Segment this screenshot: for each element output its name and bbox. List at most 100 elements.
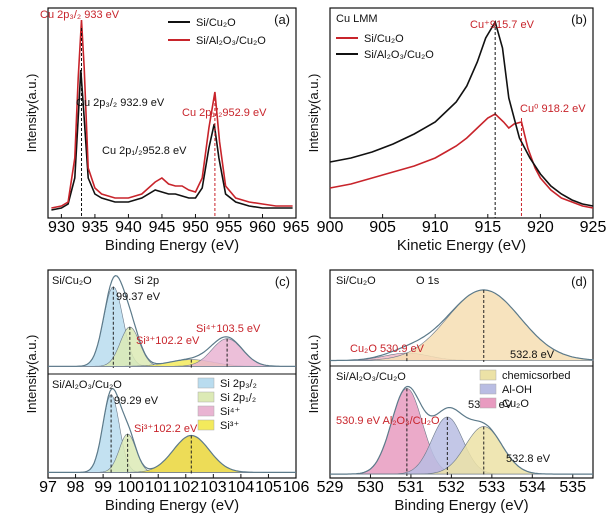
sample-label: Si/Al₂O₃/Cu₂O xyxy=(336,371,406,383)
legend-swatch xyxy=(479,397,497,409)
x-tick-label: 531 xyxy=(398,479,425,496)
x-tick-label: 945 xyxy=(149,219,176,236)
x-tick-label: 900 xyxy=(317,219,344,236)
legend-entry: Si/Al₂O₃/Cu₂O xyxy=(196,35,266,47)
legend-entry: Al-OH xyxy=(502,384,532,396)
legend-swatch xyxy=(479,369,497,381)
legend-swatch xyxy=(197,391,215,403)
panel-label: (c) xyxy=(275,274,290,289)
x-tick-label: 97 xyxy=(39,479,57,496)
x-tick-label: 940 xyxy=(115,219,142,236)
x-axis-label: Binding Energy (eV) xyxy=(105,497,239,514)
envelope-line xyxy=(330,385,593,475)
annotation: 532.8 eV xyxy=(510,349,555,361)
legend-entry: Cu₂O xyxy=(502,398,529,410)
legend-entry: Si/Cu₂O xyxy=(196,17,236,29)
plot-frame xyxy=(329,269,594,479)
annotation: 99.37 eV xyxy=(116,291,161,303)
panel-label: (b) xyxy=(571,12,587,27)
legend-entry: Si/Al₂O₃/Cu₂O xyxy=(364,49,434,61)
legend-swatch xyxy=(479,383,497,395)
x-tick-label: 965 xyxy=(283,219,310,236)
series-line xyxy=(51,69,293,211)
y-axis-label: Intensity(a.u.) xyxy=(24,74,39,153)
panel-c: 97 98 99 100 101 102 103 104 105 106 Binding Energ… xyxy=(24,269,310,514)
x-tick-label: 960 xyxy=(249,219,276,236)
legend-entry: Si/Cu₂O xyxy=(364,33,404,45)
x-tick-label: 955 xyxy=(216,219,243,236)
envelope-line xyxy=(48,275,296,367)
annotation: Si³⁺102.2 eV xyxy=(134,423,198,435)
x-tick-label: 533 xyxy=(478,479,505,496)
sample-label: Si/Al₂O₃/Cu₂O xyxy=(52,379,122,391)
chart-title: Cu LMM xyxy=(336,13,378,25)
x-axis-label: Binding Energy (eV) xyxy=(105,237,239,254)
annotation: 532.8 eV xyxy=(506,453,551,465)
x-tick-label: 529 xyxy=(317,479,344,496)
x-tick-label: 530 xyxy=(357,479,384,496)
series-line xyxy=(329,19,594,207)
x-axis-label: Binding Energy (eV) xyxy=(394,497,528,514)
x-tick-label: 920 xyxy=(527,219,554,236)
x-tick-label: 106 xyxy=(283,479,310,496)
panel-a: 930 935 940 945 950 955 960 965 Binding Energy (… xyxy=(24,7,310,254)
series-line xyxy=(51,19,293,209)
annotation: 530.9 eV Al₂O₃/Cu₂O xyxy=(336,415,440,427)
panel-label: (a) xyxy=(274,12,290,27)
legend-swatch xyxy=(197,405,215,417)
x-tick-label: 98 xyxy=(67,479,85,496)
series-line xyxy=(329,113,594,209)
annotation: Si⁴⁺103.5 eV xyxy=(196,323,261,335)
x-tick-label: 100 xyxy=(117,479,144,496)
plot-frame xyxy=(329,7,594,219)
legend-entry: Si³⁺ xyxy=(220,420,239,432)
x-tick-label: 103 xyxy=(200,479,227,496)
x-axis-label: Kinetic Energy (eV) xyxy=(397,237,526,254)
fitted-peak xyxy=(48,435,296,473)
x-tick-label: 104 xyxy=(228,479,255,496)
annotation: Cu 2p₁/₂952.8 eV xyxy=(102,145,187,157)
annotation: Cu 2p₃/₂ 932.9 eV xyxy=(76,97,165,109)
plot-frame xyxy=(47,7,297,219)
legend-entry: Si 2p₁/₂ xyxy=(220,392,256,404)
panel-b: 900 905 910 915 920 925 Kinetic Energy (eV) Int… xyxy=(306,7,607,254)
y-axis-label: Intensity(a.u.) xyxy=(306,335,321,414)
envelope-line xyxy=(330,289,594,362)
panel-label: (d) xyxy=(571,274,587,289)
panel-d: 529 530 531 532 533 534 535 Binding Energy (eV)… xyxy=(306,269,594,514)
x-tick-label: 105 xyxy=(255,479,282,496)
chart-title: O 1s xyxy=(416,275,440,287)
chart-title: Si 2p xyxy=(134,275,159,287)
x-tick-label: 905 xyxy=(369,219,396,236)
annotation: Cu⁰ 918.2 eV xyxy=(520,103,586,115)
legend-entry: chemicsorbed xyxy=(502,370,570,382)
x-tick-label: 935 xyxy=(82,219,109,236)
annotation: Cu 2p₃/₂ 933 eV xyxy=(40,9,120,21)
x-tick-label: 99 xyxy=(94,479,112,496)
y-axis-label: Intensity(a.u.) xyxy=(306,74,321,153)
x-tick-label: 101 xyxy=(145,479,172,496)
sample-label: Si/Cu₂O xyxy=(52,275,92,287)
x-tick-label: 535 xyxy=(559,479,586,496)
annotation: Cu 2p₁/₂952.9 eV xyxy=(182,107,267,119)
legend-entry: Si 2p₃/₂ xyxy=(220,378,257,390)
annotation: Cu₂O 530.9 eV xyxy=(350,343,425,355)
x-tick-label: 534 xyxy=(519,479,546,496)
x-tick-label: 930 xyxy=(48,219,75,236)
x-tick-label: 910 xyxy=(422,219,449,236)
legend-entry: Si⁴⁺ xyxy=(220,406,241,418)
annotation: 99.29 eV xyxy=(114,395,159,407)
annotation: Cu⁺915.7 eV xyxy=(470,19,535,31)
legend-swatch xyxy=(197,419,215,431)
y-axis-label: Intensity(a.u.) xyxy=(24,335,39,414)
envelope-line xyxy=(48,388,296,473)
x-tick-label: 102 xyxy=(172,479,199,496)
x-tick-label: 950 xyxy=(182,219,209,236)
annotation: Si³⁺102.2 eV xyxy=(136,335,200,347)
x-tick-label: 915 xyxy=(474,219,501,236)
legend-swatch xyxy=(197,377,215,389)
x-tick-label: 532 xyxy=(438,479,465,496)
sample-label: Si/Cu₂O xyxy=(336,275,376,287)
x-tick-label: 925 xyxy=(580,219,607,236)
